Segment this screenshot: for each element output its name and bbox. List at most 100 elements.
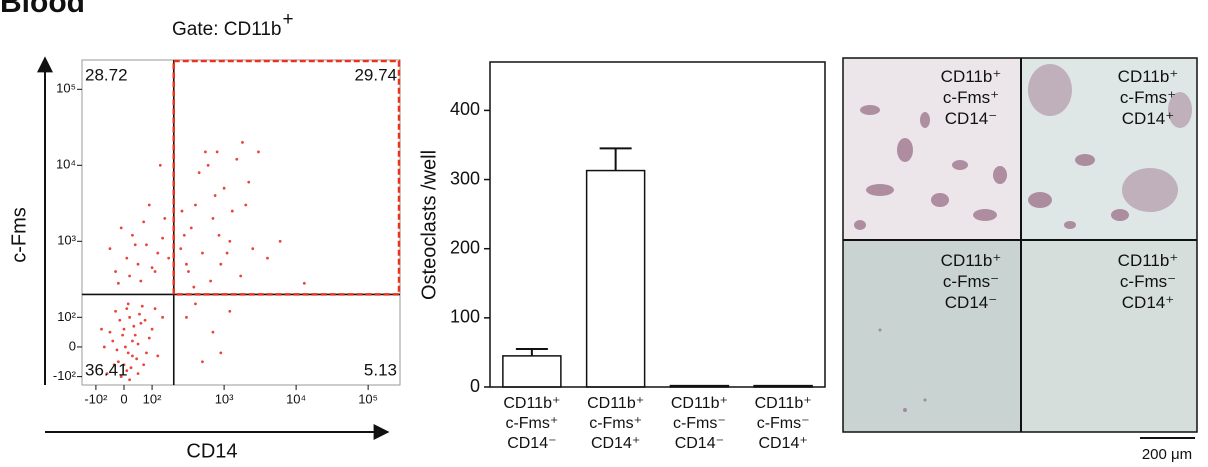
x-tick-label: 10³ xyxy=(215,391,234,406)
point xyxy=(119,375,123,378)
y-tick-label: -10² xyxy=(53,368,77,383)
point xyxy=(150,266,154,270)
point xyxy=(114,270,117,273)
point xyxy=(156,251,160,255)
micrographs xyxy=(842,57,1198,439)
point xyxy=(119,226,123,230)
point xyxy=(251,247,255,251)
point xyxy=(266,256,269,260)
point xyxy=(241,141,244,144)
x-tick-label: 10⁴ xyxy=(286,391,306,406)
panel-label: CD11b⁺ c-Fms⁻ CD14⁻ xyxy=(940,251,1002,312)
point xyxy=(189,226,193,230)
point xyxy=(116,281,120,285)
point xyxy=(209,279,213,283)
panel-label: CD11b⁺ c-Fms⁺ CD14⁺ xyxy=(1117,67,1179,128)
point xyxy=(222,186,226,190)
panel-label: CD11b⁺ c-Fms⁺ CD14⁻ xyxy=(940,67,1002,128)
y-tick-label: 100 xyxy=(450,307,480,327)
point xyxy=(138,312,141,316)
y-tick-label: 300 xyxy=(450,168,480,188)
point xyxy=(206,163,210,167)
point xyxy=(115,348,119,352)
point xyxy=(201,360,204,364)
point xyxy=(139,279,143,283)
y-tick-label: 0 xyxy=(470,376,480,396)
point xyxy=(197,171,201,175)
point xyxy=(140,304,144,308)
point xyxy=(128,315,132,319)
point xyxy=(185,315,188,319)
point xyxy=(136,342,140,346)
point xyxy=(219,262,223,266)
point xyxy=(239,274,243,278)
point xyxy=(182,233,186,237)
point xyxy=(129,366,133,370)
point xyxy=(125,369,129,373)
x-tick-label: 10² xyxy=(143,391,162,406)
point xyxy=(145,351,148,355)
bar xyxy=(585,169,646,388)
plot-frame xyxy=(81,59,401,386)
x-axis-label: CD14 xyxy=(186,440,237,462)
point xyxy=(136,372,140,376)
point xyxy=(108,330,112,334)
point xyxy=(126,302,130,306)
quadrant-label: 5.13 xyxy=(364,360,397,379)
y-tick-label: 10⁵ xyxy=(56,81,76,96)
point xyxy=(142,220,146,224)
point xyxy=(139,321,143,325)
point xyxy=(121,333,124,337)
point xyxy=(135,357,139,361)
point xyxy=(133,333,137,337)
point xyxy=(116,360,120,364)
quadrant-label: 29.74 xyxy=(354,65,397,84)
point xyxy=(278,239,282,243)
x-tick-label: CD11b⁺ c-Fms⁻ CD14⁺ xyxy=(754,395,812,452)
point xyxy=(211,217,215,220)
x-tick-label: 0 xyxy=(120,391,127,406)
point xyxy=(163,217,167,220)
point xyxy=(217,233,221,237)
point xyxy=(302,281,306,285)
x-tick-label: -10² xyxy=(84,391,108,406)
quadrant-label: 36.41 xyxy=(85,360,128,379)
point xyxy=(247,180,251,184)
y-tick-label: 0 xyxy=(69,338,76,353)
point xyxy=(244,203,248,207)
chart-title: Gate: CD11b xyxy=(172,19,281,40)
x-tick-label: 10⁵ xyxy=(358,391,378,406)
point xyxy=(122,327,126,331)
point xyxy=(123,345,127,349)
point xyxy=(150,327,154,331)
bar xyxy=(502,355,562,388)
gate-highlight xyxy=(172,59,401,296)
y-tick-label: 10² xyxy=(57,309,76,324)
point xyxy=(161,315,165,319)
y-axis-label: c-Fms xyxy=(8,207,30,263)
point xyxy=(143,318,147,322)
point xyxy=(187,270,190,273)
point xyxy=(225,251,229,255)
x-tick-label: CD11b⁺ c-Fms⁻ CD14⁻ xyxy=(670,395,728,452)
point xyxy=(125,307,129,311)
point xyxy=(128,274,132,278)
point xyxy=(128,378,132,382)
point xyxy=(204,150,207,154)
point xyxy=(122,363,126,367)
y-tick-label: 400 xyxy=(450,99,480,119)
point xyxy=(108,247,112,251)
point xyxy=(111,339,115,343)
point xyxy=(142,363,146,367)
x-tick-label: CD11b⁺ c-Fms⁺ CD14⁺ xyxy=(587,395,645,452)
quadrant-label: 28.72 xyxy=(85,65,128,84)
point xyxy=(213,194,217,197)
point xyxy=(147,203,151,207)
panel-label: CD11b⁺ c-Fms⁻ CD14⁺ xyxy=(1117,251,1179,312)
point xyxy=(194,302,197,306)
y-axis-label: Osteoclasts /well xyxy=(418,150,440,300)
point xyxy=(180,209,184,213)
point xyxy=(131,354,134,358)
point xyxy=(145,243,148,247)
point xyxy=(118,318,122,322)
